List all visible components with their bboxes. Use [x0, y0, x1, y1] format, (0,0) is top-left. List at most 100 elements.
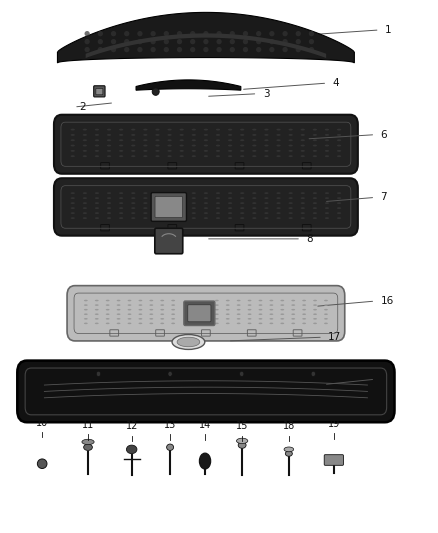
- Ellipse shape: [95, 207, 99, 209]
- Ellipse shape: [216, 217, 220, 219]
- FancyBboxPatch shape: [293, 330, 302, 336]
- Ellipse shape: [127, 445, 137, 454]
- Ellipse shape: [117, 313, 120, 315]
- Ellipse shape: [325, 202, 329, 204]
- Ellipse shape: [230, 47, 235, 52]
- Ellipse shape: [95, 155, 99, 157]
- FancyBboxPatch shape: [54, 178, 358, 236]
- Ellipse shape: [247, 313, 251, 315]
- Ellipse shape: [289, 144, 293, 147]
- FancyBboxPatch shape: [188, 305, 211, 322]
- Ellipse shape: [127, 309, 131, 310]
- Ellipse shape: [302, 300, 306, 301]
- Ellipse shape: [71, 134, 75, 136]
- Ellipse shape: [291, 322, 295, 324]
- Ellipse shape: [85, 47, 90, 52]
- Ellipse shape: [107, 202, 111, 204]
- Ellipse shape: [337, 207, 341, 209]
- Ellipse shape: [106, 309, 110, 310]
- Ellipse shape: [325, 197, 329, 199]
- Ellipse shape: [192, 192, 196, 194]
- Ellipse shape: [98, 47, 103, 52]
- Ellipse shape: [258, 300, 262, 301]
- FancyBboxPatch shape: [247, 330, 256, 336]
- Ellipse shape: [167, 139, 172, 141]
- Ellipse shape: [283, 31, 288, 36]
- Ellipse shape: [313, 217, 317, 219]
- Ellipse shape: [160, 318, 164, 320]
- Ellipse shape: [311, 371, 315, 376]
- Ellipse shape: [276, 128, 281, 131]
- Ellipse shape: [204, 217, 208, 219]
- Ellipse shape: [71, 144, 75, 147]
- Ellipse shape: [119, 150, 123, 152]
- Ellipse shape: [83, 197, 87, 199]
- Ellipse shape: [203, 31, 208, 36]
- Ellipse shape: [160, 309, 164, 310]
- Ellipse shape: [124, 39, 129, 44]
- Ellipse shape: [237, 309, 240, 310]
- Ellipse shape: [240, 212, 244, 214]
- Ellipse shape: [204, 134, 208, 136]
- Ellipse shape: [264, 192, 268, 194]
- Ellipse shape: [83, 128, 87, 131]
- Text: 19: 19: [328, 419, 340, 429]
- FancyBboxPatch shape: [17, 361, 395, 422]
- Ellipse shape: [164, 47, 169, 52]
- Ellipse shape: [325, 139, 329, 141]
- Ellipse shape: [203, 47, 208, 52]
- Ellipse shape: [337, 192, 341, 194]
- Ellipse shape: [124, 31, 129, 36]
- FancyBboxPatch shape: [155, 228, 183, 254]
- Ellipse shape: [131, 197, 135, 199]
- Ellipse shape: [325, 207, 329, 209]
- Ellipse shape: [252, 192, 256, 194]
- Ellipse shape: [204, 155, 208, 157]
- Ellipse shape: [204, 150, 208, 152]
- Ellipse shape: [84, 304, 88, 306]
- Polygon shape: [57, 12, 354, 63]
- Ellipse shape: [302, 322, 306, 324]
- Ellipse shape: [83, 202, 87, 204]
- Ellipse shape: [107, 217, 111, 219]
- FancyBboxPatch shape: [302, 224, 311, 231]
- Text: 14: 14: [199, 420, 211, 430]
- Ellipse shape: [309, 31, 314, 36]
- Ellipse shape: [119, 144, 123, 147]
- Ellipse shape: [337, 202, 341, 204]
- Ellipse shape: [160, 300, 164, 301]
- Ellipse shape: [269, 31, 275, 36]
- Ellipse shape: [313, 139, 317, 141]
- Ellipse shape: [215, 309, 219, 310]
- Ellipse shape: [276, 197, 281, 199]
- Ellipse shape: [138, 304, 142, 306]
- Ellipse shape: [192, 202, 196, 204]
- Ellipse shape: [280, 304, 284, 306]
- Ellipse shape: [313, 313, 317, 315]
- Ellipse shape: [143, 197, 148, 199]
- Text: 12: 12: [126, 421, 138, 431]
- Ellipse shape: [171, 318, 175, 320]
- Ellipse shape: [252, 144, 256, 147]
- Ellipse shape: [204, 207, 208, 209]
- Ellipse shape: [107, 134, 111, 136]
- Ellipse shape: [280, 322, 284, 324]
- Ellipse shape: [106, 313, 110, 315]
- Ellipse shape: [192, 197, 196, 199]
- Ellipse shape: [106, 322, 110, 324]
- Ellipse shape: [167, 128, 172, 131]
- Ellipse shape: [276, 217, 281, 219]
- FancyBboxPatch shape: [155, 330, 164, 336]
- Ellipse shape: [190, 39, 195, 44]
- Ellipse shape: [324, 300, 328, 301]
- Ellipse shape: [324, 313, 328, 315]
- Ellipse shape: [216, 128, 220, 131]
- Ellipse shape: [160, 322, 164, 324]
- Ellipse shape: [98, 31, 103, 36]
- Ellipse shape: [243, 39, 248, 44]
- Ellipse shape: [296, 31, 301, 36]
- Ellipse shape: [215, 322, 219, 324]
- Ellipse shape: [204, 144, 208, 147]
- Ellipse shape: [300, 144, 305, 147]
- Text: 13: 13: [164, 420, 176, 430]
